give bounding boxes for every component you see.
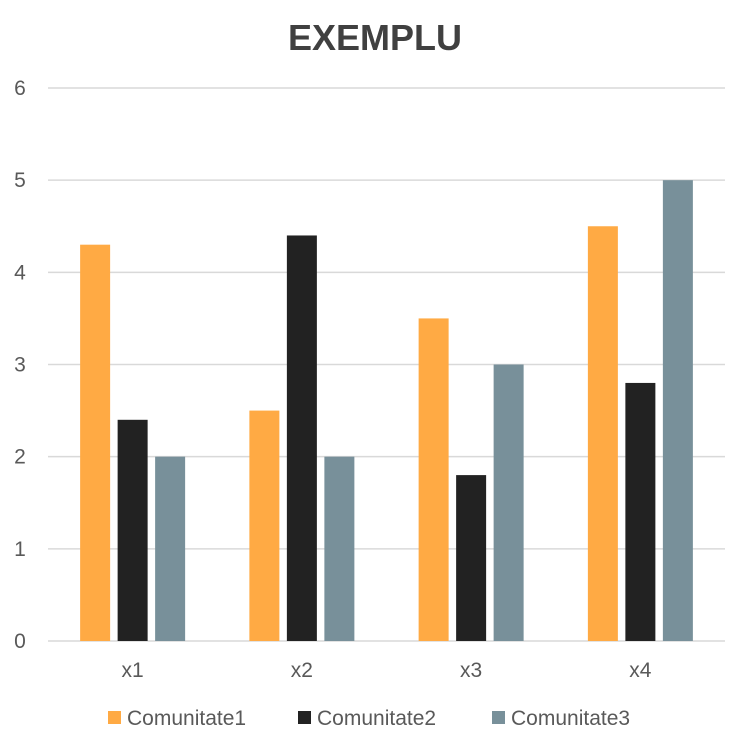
x-axis-ticks: x1 x2 x3 x4 — [122, 659, 652, 682]
gridlines — [48, 87, 725, 642]
bar-comunitate3-x3 — [493, 364, 524, 641]
y-tick-label: 1 — [14, 538, 26, 561]
legend-swatch — [298, 711, 311, 724]
bar-comunitate2-x3 — [456, 475, 487, 641]
bar-comunitate1-x3 — [418, 318, 449, 641]
bar-comunitate1-x2 — [249, 410, 280, 641]
bar-comunitate2-x1 — [117, 419, 148, 641]
legend-swatch — [108, 711, 121, 724]
bar-comunitate2-x4 — [625, 382, 656, 641]
y-tick-label: 6 — [14, 77, 26, 100]
legend-swatch — [492, 711, 505, 724]
bars — [80, 180, 693, 641]
legend-label: Comunitate1 — [127, 707, 246, 730]
legend-label: Comunitate2 — [317, 707, 436, 730]
y-axis-ticks: 0 1 2 3 4 5 6 — [14, 77, 26, 653]
legend: Comunitate1 Comunitate2 Comunitate3 — [108, 707, 630, 730]
bar-comunitate2-x2 — [286, 235, 317, 641]
y-tick-label: 0 — [14, 630, 26, 653]
x-tick-label: x3 — [460, 659, 482, 682]
x-tick-label: x4 — [629, 659, 652, 682]
legend-label: Comunitate3 — [511, 707, 630, 730]
x-tick-label: x1 — [122, 659, 144, 682]
x-tick-label: x2 — [291, 659, 313, 682]
y-tick-label: 3 — [14, 354, 26, 377]
chart-title: EXEMPLU — [288, 17, 462, 58]
y-tick-label: 5 — [14, 169, 26, 192]
bar-comunitate3-x4 — [662, 180, 693, 641]
bar-comunitate3-x2 — [324, 456, 355, 641]
y-tick-label: 4 — [14, 261, 26, 284]
y-tick-label: 2 — [14, 446, 26, 469]
bar-comunitate3-x1 — [155, 456, 186, 641]
bar-comunitate1-x4 — [587, 226, 618, 641]
bar-comunitate1-x1 — [80, 244, 111, 641]
